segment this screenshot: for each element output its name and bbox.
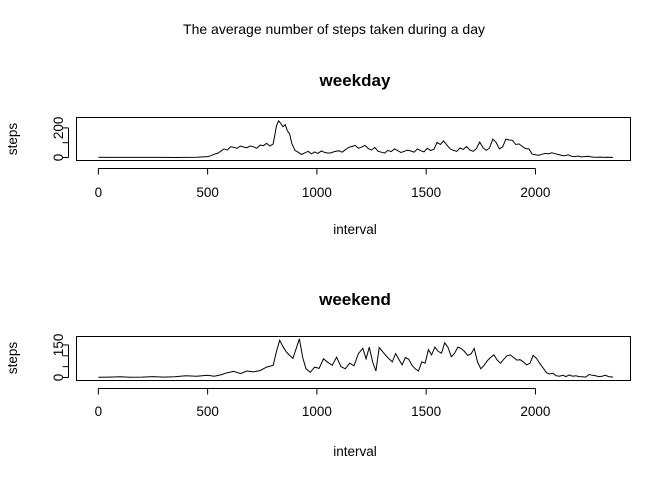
weekend-x-axis-label: interval [333,444,377,459]
weekday-panel-title: weekday [319,71,391,90]
weekday-y-axis: 0 200 [51,117,69,162]
weekend-y-axis-label: steps [5,342,20,375]
weekday-series-line [98,119,614,159]
weekend-series-line [98,338,614,378]
weekday-x-tick-label: 2000 [520,185,550,200]
weekday-x-axis-label: interval [333,222,377,237]
weekend-x-tick-label: 0 [95,404,103,419]
weekend-panel-title: weekend [318,290,391,309]
weekend-panel: weekend 0 500 1000 1500 2000 0 150 interval s… [5,290,631,459]
weekday-panel: weekday 0 500 1000 1500 2000 0 200 interval s… [5,71,631,237]
weekend-x-axis: 0 500 1000 1500 2000 [95,388,550,419]
weekday-x-tick-label: 1500 [411,185,441,200]
weekend-x-tick-label: 2000 [520,404,550,419]
weekday-plot-box [76,117,631,161]
weekend-plot-box [76,336,631,381]
weekday-x-tick-label: 1000 [302,185,332,200]
weekday-y-tick-label: 200 [51,117,66,140]
weekend-y-tick-label: 150 [51,334,66,357]
weekend-x-tick-label: 1000 [302,404,332,419]
weekend-y-axis: 0 150 [51,334,69,382]
weekday-y-axis-label: steps [5,123,20,156]
weekday-x-tick-label: 0 [95,185,103,200]
weekday-x-axis: 0 500 1000 1500 2000 [95,168,550,200]
figure-title: The average number of steps taken during… [183,21,485,37]
weekend-x-tick-label: 500 [196,404,219,419]
weekend-x-tick-label: 1500 [411,404,441,419]
weekend-y-tick-label: 0 [51,374,66,382]
weekday-y-tick-label: 0 [51,154,66,162]
weekday-x-tick-label: 500 [196,185,219,200]
